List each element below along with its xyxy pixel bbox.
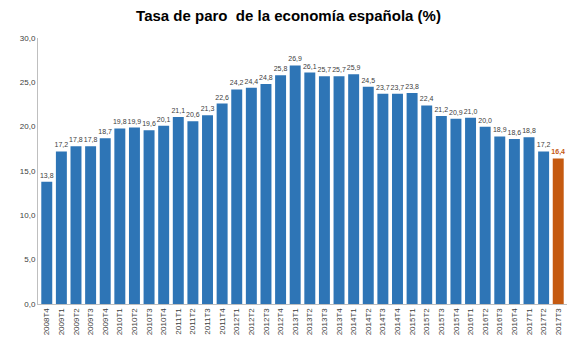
svg-text:20,9: 20,9 [449,109,463,116]
svg-text:2016T4: 2016T4 [510,308,519,336]
svg-text:23,7: 23,7 [376,84,390,91]
svg-text:19,6: 19,6 [142,120,156,127]
svg-text:2008T4: 2008T4 [42,308,51,336]
svg-text:2014T2: 2014T2 [364,308,373,336]
svg-text:5,0: 5,0 [24,255,36,264]
svg-text:2011T1: 2011T1 [174,308,183,335]
svg-text:Tasa de paro de la economía e: Tasa de paro de la economía española (%) [136,7,441,24]
svg-text:2011T3: 2011T3 [203,308,212,335]
svg-text:2017T3: 2017T3 [554,308,563,336]
svg-text:23,8: 23,8 [405,83,419,90]
svg-text:10,0: 10,0 [20,211,36,220]
svg-text:2016T2: 2016T2 [481,308,490,336]
svg-text:2010T4: 2010T4 [159,308,168,336]
svg-text:2015T2: 2015T2 [422,308,431,336]
svg-text:2016T3: 2016T3 [495,308,504,336]
svg-text:18,9: 18,9 [493,126,507,133]
svg-text:25,0: 25,0 [20,78,36,87]
svg-text:20,0: 20,0 [20,122,36,131]
svg-text:25,9: 25,9 [347,64,361,71]
svg-text:2009T3: 2009T3 [86,308,95,336]
svg-text:2014T4: 2014T4 [393,308,402,336]
svg-text:2012T1: 2012T1 [232,308,241,336]
svg-text:2014T3: 2014T3 [378,308,387,336]
svg-text:2012T3: 2012T3 [262,308,271,336]
svg-text:2010T2: 2010T2 [130,308,139,336]
svg-text:2014T1: 2014T1 [349,308,358,336]
svg-text:2015T1: 2015T1 [408,308,417,336]
svg-text:17,2: 17,2 [537,141,551,148]
svg-text:20,0: 20,0 [478,117,492,124]
svg-text:25,8: 25,8 [274,65,288,72]
svg-text:24,4: 24,4 [244,78,258,85]
svg-text:2009T2: 2009T2 [72,308,81,336]
svg-text:21,3: 21,3 [201,105,215,112]
svg-text:20,6: 20,6 [186,111,200,118]
svg-text:26,9: 26,9 [288,55,302,62]
svg-text:2011T2: 2011T2 [189,308,198,335]
svg-text:18,8: 18,8 [522,127,536,134]
svg-text:2017T1: 2017T1 [525,308,534,336]
svg-text:2012T4: 2012T4 [276,308,285,336]
svg-text:2009T1: 2009T1 [57,308,66,336]
svg-text:23,7: 23,7 [391,84,405,91]
svg-text:2013T1: 2013T1 [291,308,300,336]
svg-text:19,9: 19,9 [128,118,142,125]
svg-text:17,2: 17,2 [55,141,69,148]
svg-text:2010T1: 2010T1 [115,308,124,336]
svg-text:30,0: 30,0 [20,34,36,43]
svg-text:2016T1: 2016T1 [466,308,475,336]
svg-text:19,8: 19,8 [113,118,127,125]
svg-text:2011T4: 2011T4 [218,308,227,335]
svg-text:18,6: 18,6 [508,129,522,136]
svg-text:18,7: 18,7 [98,128,112,135]
svg-text:0,0: 0,0 [24,300,36,309]
svg-text:13,8: 13,8 [40,172,54,179]
svg-text:24,5: 24,5 [361,77,375,84]
svg-text:25,7: 25,7 [332,66,346,73]
svg-text:26,1: 26,1 [303,63,317,70]
svg-text:16,4: 16,4 [551,148,565,156]
svg-text:2010T3: 2010T3 [145,308,154,336]
svg-text:21,1: 21,1 [171,107,185,114]
svg-text:25,7: 25,7 [318,66,332,73]
svg-text:2012T2: 2012T2 [247,308,256,336]
svg-text:2015T4: 2015T4 [452,308,461,336]
svg-text:2015T3: 2015T3 [437,308,446,336]
svg-text:20,1: 20,1 [157,116,171,123]
svg-text:2017T2: 2017T2 [539,308,548,336]
svg-text:17,8: 17,8 [84,136,98,143]
svg-text:2013T2: 2013T2 [305,308,314,336]
svg-text:21,0: 21,0 [464,108,478,115]
svg-text:24,2: 24,2 [230,79,244,86]
svg-text:2013T3: 2013T3 [320,308,329,336]
svg-text:17,8: 17,8 [69,136,83,143]
svg-text:24,8: 24,8 [259,74,273,81]
svg-text:2013T4: 2013T4 [335,308,344,336]
svg-text:22,4: 22,4 [420,95,434,102]
svg-text:21,2: 21,2 [434,106,448,113]
svg-text:22,6: 22,6 [215,94,229,101]
svg-text:15,0: 15,0 [20,167,36,176]
svg-text:2009T4: 2009T4 [101,308,110,336]
